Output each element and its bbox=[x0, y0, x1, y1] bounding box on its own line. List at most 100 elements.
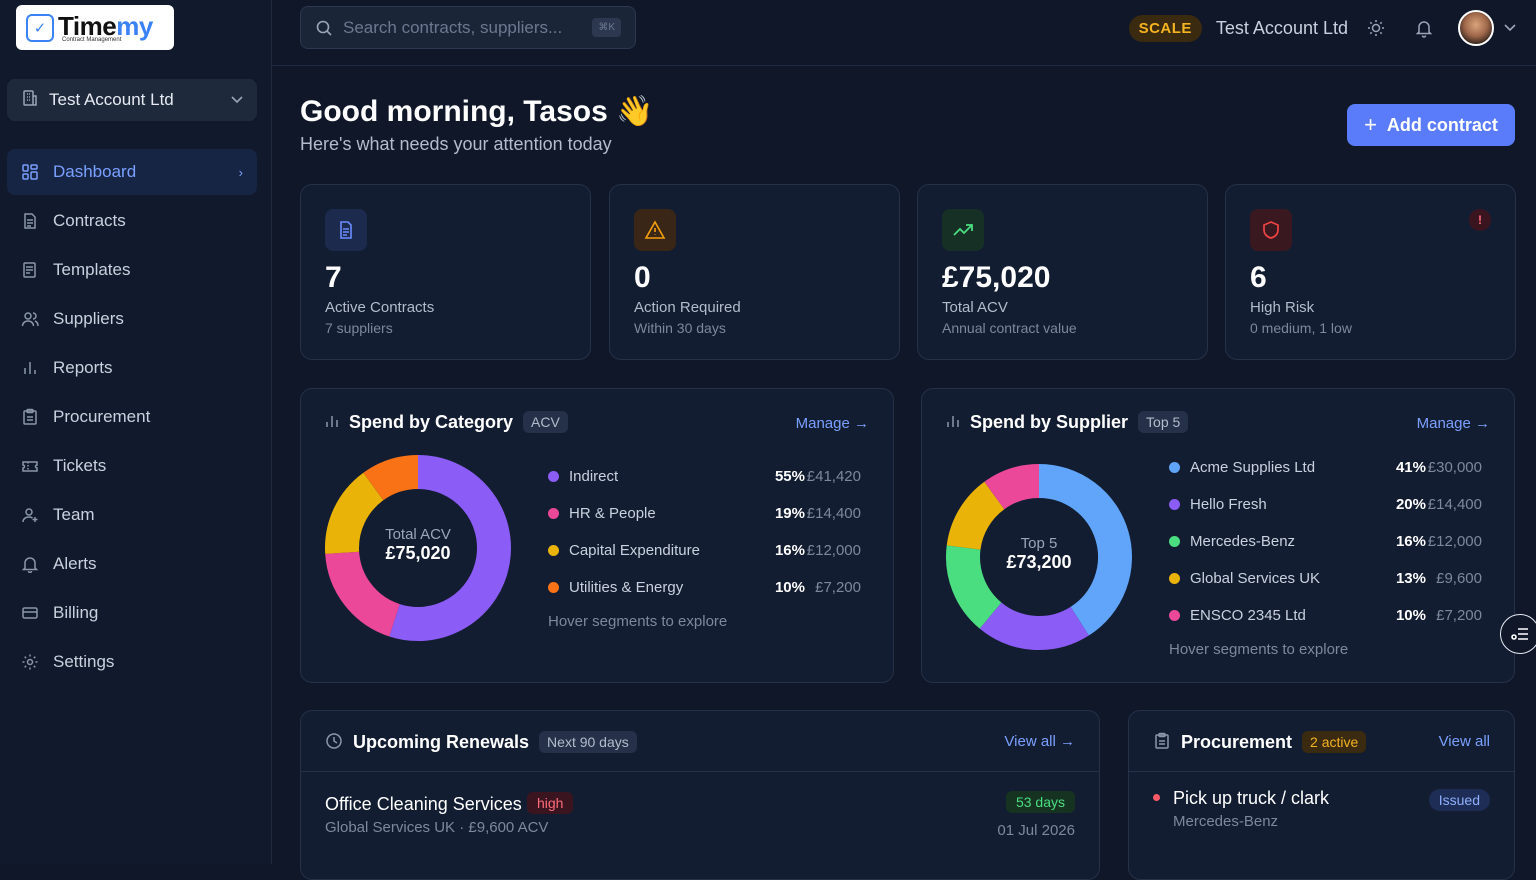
donut-segment-global-services-uk[interactable] bbox=[946, 481, 1005, 551]
donut-segment-capital-expenditure[interactable] bbox=[325, 472, 384, 554]
bar-chart-icon bbox=[946, 414, 960, 431]
sidebar-item-team[interactable]: Team bbox=[7, 492, 257, 538]
legend-dot bbox=[1169, 535, 1180, 547]
search-input[interactable]: Search contracts, suppliers... ⌘K bbox=[300, 6, 636, 49]
view-all-link[interactable]: View all → bbox=[1004, 733, 1075, 750]
divider bbox=[1129, 771, 1514, 772]
legend-item[interactable]: Indirect 55% £41,420 bbox=[548, 466, 868, 486]
sidebar-item-label: Templates bbox=[53, 260, 131, 279]
avatar[interactable] bbox=[1458, 10, 1494, 46]
bell-icon[interactable] bbox=[1410, 14, 1438, 42]
view-all-link[interactable]: View all bbox=[1438, 733, 1490, 750]
stat-sublabel: Within 30 days bbox=[634, 320, 726, 336]
add-contract-button[interactable]: + Add contract bbox=[1347, 104, 1515, 146]
donut-segment-hr-people[interactable] bbox=[325, 551, 401, 637]
stat-card-total-acv[interactable]: £75,020 Total ACV Annual contract value bbox=[917, 184, 1208, 360]
top-bar: Search contracts, suppliers... ⌘K SCALE … bbox=[272, 0, 1536, 66]
donut-segment-indirect[interactable] bbox=[389, 455, 511, 641]
app-logo[interactable]: ✓ Timemy Contract Management bbox=[16, 5, 174, 50]
panel-tag: Next 90 days bbox=[539, 731, 637, 753]
sidebar-item-alerts[interactable]: Alerts bbox=[7, 541, 257, 587]
sidebar-item-procurement[interactable]: Procurement bbox=[7, 394, 257, 440]
chevron-right-icon: › bbox=[238, 164, 243, 180]
clipboard-icon bbox=[1153, 732, 1171, 753]
supplier-donut-chart[interactable] bbox=[944, 462, 1134, 652]
panel-title: Procurement bbox=[1181, 731, 1293, 752]
templates-icon bbox=[21, 261, 39, 279]
account-selector-label: Test Account Ltd bbox=[49, 90, 174, 109]
reports-icon bbox=[21, 359, 39, 377]
legend-label: Mercedes-Benz bbox=[1190, 532, 1296, 550]
account-selector[interactable]: Test Account Ltd bbox=[7, 79, 257, 121]
hover-hint: Hover segments to explore bbox=[548, 613, 728, 630]
manage-link[interactable]: Manage → bbox=[795, 415, 869, 432]
greeting-title: Good morning, Tasos 👋 bbox=[300, 95, 654, 128]
legend-label: ENSCO 2345 Ltd bbox=[1190, 606, 1306, 624]
stat-value: 0 bbox=[634, 261, 651, 294]
stat-label: Total ACV bbox=[942, 299, 1008, 316]
status-dot bbox=[1153, 794, 1160, 801]
sidebar-item-dashboard[interactable]: Dashboard › bbox=[7, 149, 257, 195]
donut-center-value: £75,020 bbox=[385, 543, 451, 563]
stat-card-high-risk[interactable]: ! 6 High Risk 0 medium, 1 low bbox=[1225, 184, 1516, 360]
sidebar-item-billing[interactable]: Billing bbox=[7, 590, 257, 636]
sidebar-item-label: Billing bbox=[53, 603, 99, 622]
legend-item[interactable]: Acme Supplies Ltd 41% £30,000 bbox=[1169, 457, 1489, 477]
procurement-subtitle: Mercedes-Benz bbox=[1173, 813, 1279, 830]
chevron-down-icon[interactable] bbox=[1504, 24, 1516, 32]
legend-amount: £7,200 bbox=[815, 578, 861, 596]
sidebar-nav: Dashboard › Contracts Templates Supplier… bbox=[7, 149, 257, 688]
stat-card-active-contracts[interactable]: 7 Active Contracts 7 suppliers bbox=[300, 184, 591, 360]
filter-list-icon[interactable] bbox=[1500, 614, 1536, 654]
sidebar-item-templates[interactable]: Templates bbox=[7, 247, 257, 293]
alerts-icon bbox=[21, 555, 39, 573]
legend-item[interactable]: ENSCO 2345 Ltd 10% £7,200 bbox=[1169, 605, 1489, 625]
legend-amount: £7,200 bbox=[1436, 606, 1482, 624]
donut-segment-ensco-2345-ltd[interactable] bbox=[984, 464, 1040, 510]
contracts-icon bbox=[21, 212, 39, 230]
legend-item[interactable]: Mercedes-Benz 16% £12,000 bbox=[1169, 531, 1489, 551]
sun-icon[interactable] bbox=[1362, 14, 1390, 42]
legend-item[interactable]: Utilities & Energy 10% £7,200 bbox=[548, 577, 868, 597]
sidebar-item-contracts[interactable]: Contracts bbox=[7, 198, 257, 244]
legend-label: Hello Fresh bbox=[1190, 495, 1267, 513]
manage-link[interactable]: Manage → bbox=[1416, 415, 1490, 432]
sidebar-item-settings[interactable]: Settings bbox=[7, 639, 257, 685]
panel-title: Upcoming Renewals bbox=[353, 731, 530, 752]
panel-tag: 2 active bbox=[1302, 731, 1367, 753]
stat-label: Action Required bbox=[634, 299, 741, 316]
category-donut-chart[interactable] bbox=[323, 453, 513, 643]
legend-item[interactable]: Global Services UK 13% £9,600 bbox=[1169, 568, 1489, 588]
sidebar-item-reports[interactable]: Reports bbox=[7, 345, 257, 391]
panel-tag: ACV bbox=[523, 411, 568, 433]
tickets-icon bbox=[21, 457, 39, 475]
legend-percent: 20% bbox=[1395, 495, 1426, 513]
arrow-right-icon: → bbox=[1475, 415, 1490, 432]
donut-segment-acme-supplies-ltd[interactable] bbox=[1038, 464, 1132, 636]
sidebar-item-tickets[interactable]: Tickets bbox=[7, 443, 257, 489]
legend-item[interactable]: Capital Expenditure 16% £12,000 bbox=[548, 540, 868, 560]
donut-segment-utilities-energy[interactable] bbox=[363, 455, 419, 501]
stat-label: High Risk bbox=[1250, 299, 1315, 316]
stat-card-action-required[interactable]: 0 Action Required Within 30 days bbox=[609, 184, 900, 360]
legend-label: HR & People bbox=[569, 504, 656, 522]
legend-item[interactable]: Hello Fresh 20% £14,400 bbox=[1169, 494, 1489, 514]
alert-badge: ! bbox=[1469, 209, 1491, 231]
donut-segment-mercedes-benz[interactable] bbox=[946, 545, 1002, 629]
divider bbox=[301, 771, 1099, 772]
sidebar-item-suppliers[interactable]: Suppliers bbox=[7, 296, 257, 342]
legend-amount: £9,600 bbox=[1436, 569, 1482, 587]
sidebar-item-label: Dashboard bbox=[53, 162, 137, 181]
sidebar-item-label: Reports bbox=[53, 358, 113, 377]
legend-item[interactable]: HR & People 19% £14,400 bbox=[548, 503, 868, 523]
legend-percent: 16% bbox=[774, 541, 805, 559]
donut-center: Top 5 £73,200 bbox=[979, 535, 1099, 573]
sidebar-item-label: Suppliers bbox=[53, 309, 124, 328]
wave-emoji: 👋 bbox=[616, 95, 654, 128]
search-placeholder: Search contracts, suppliers... bbox=[343, 17, 563, 37]
donut-segment-hello-fresh[interactable] bbox=[979, 602, 1089, 650]
hover-hint: Hover segments to explore bbox=[1169, 641, 1349, 658]
legend-dot bbox=[548, 581, 559, 593]
days-badge: 53 days bbox=[1005, 791, 1075, 813]
stat-label: Active Contracts bbox=[325, 299, 435, 316]
